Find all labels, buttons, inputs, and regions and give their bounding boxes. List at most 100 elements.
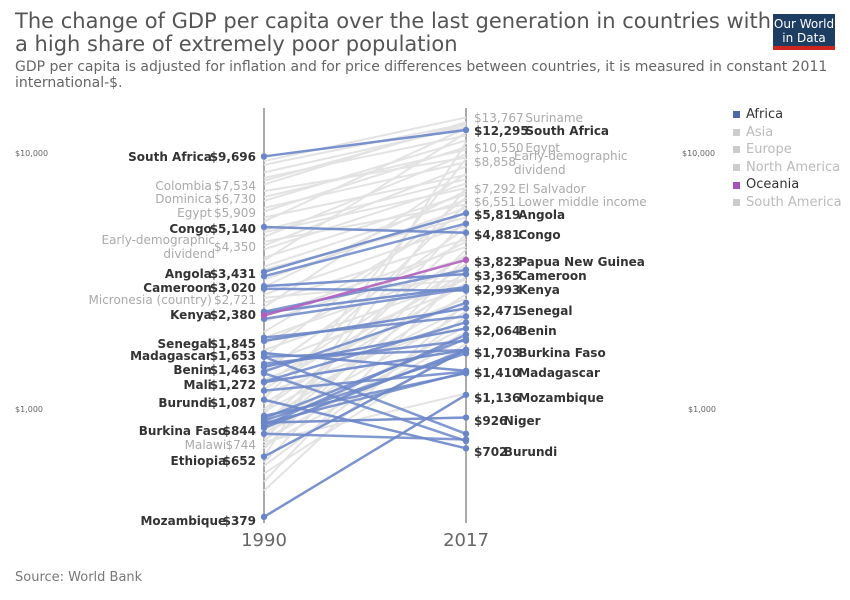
right-value-label: $5,819 [474, 208, 520, 222]
gray-series-line [263, 199, 467, 268]
legend-item[interactable]: Africa [733, 106, 842, 124]
africa-series-point [260, 387, 268, 394]
africa-series-line [263, 287, 467, 321]
series-point [462, 414, 470, 421]
series-line [263, 393, 467, 518]
right-name-label: Burkina Faso [518, 346, 606, 360]
legend-item[interactable]: Oceania [733, 176, 842, 194]
right-name-label: Kenya [518, 283, 560, 297]
left-name-label: Mozambique [140, 514, 226, 528]
series-point [462, 126, 470, 134]
right-name-label: Early-demographic [514, 149, 628, 163]
series-point [260, 424, 268, 432]
right-name-label: Niger [504, 414, 541, 428]
legend-label: North America [746, 159, 841, 175]
right-value-label: $1,703 [474, 346, 520, 360]
series-line [263, 416, 467, 424]
right-name-label: Cameroon [518, 269, 587, 283]
gray-series-line [263, 193, 467, 259]
series-point [462, 391, 470, 399]
gray-series-line [263, 127, 467, 223]
series-point [260, 282, 268, 290]
africa-series-point [462, 430, 470, 438]
series-point [462, 445, 470, 452]
right-value-label: $3,365 [474, 269, 520, 283]
left-name-label: Malawi [185, 438, 227, 452]
left-value-label: $844 [223, 424, 256, 438]
series-point [462, 270, 470, 278]
legend-item[interactable]: Asia [733, 124, 842, 142]
y-tick-label-left: $1,000 [15, 405, 43, 414]
gray-series-line [263, 269, 467, 483]
series-point [260, 153, 268, 160]
africa-series-line [263, 315, 467, 339]
series-point [260, 379, 268, 386]
left-value-label: $9,696 [210, 150, 256, 164]
gray-series-line [263, 240, 467, 345]
gray-series-line [263, 233, 467, 426]
right-value-label: $13,767 [474, 111, 524, 125]
series-line [263, 398, 467, 450]
series-line [263, 285, 467, 314]
right-value-label: $8,858 [474, 155, 516, 169]
series-point [260, 312, 268, 319]
right-value-label: $926 [474, 414, 507, 428]
left-value-label: $1,463 [210, 363, 256, 377]
series-line [263, 225, 467, 234]
right-name-label: Lower middle income [518, 195, 647, 209]
y-tick-label-right: $1,000 [688, 405, 716, 414]
left-value-label: $2,380 [210, 308, 256, 322]
africa-series-point [260, 369, 268, 377]
gray-series-line [263, 146, 467, 213]
x-tick-label: 2017 [443, 530, 489, 551]
series-line [263, 348, 467, 384]
series-point [462, 325, 470, 332]
y-tick-label-right: $10,000 [682, 149, 715, 158]
right-value-label: $7,292 [474, 182, 516, 196]
left-name-label: Madagascar [130, 349, 212, 363]
series-point [462, 229, 470, 236]
right-value-label: $2,471 [474, 304, 520, 318]
right-value-label: $6,551 [474, 195, 516, 209]
right-name-label: South Africa [525, 124, 609, 138]
gray-series-line [263, 178, 467, 232]
left-name-label: Ethiopia [171, 454, 227, 468]
x-tick-label: 1990 [241, 530, 287, 551]
africa-series-line [263, 321, 467, 383]
owid-logo[interactable]: Our World in Data [773, 14, 835, 50]
left-value-label: $6,730 [214, 192, 256, 206]
right-value-label: $10,550 [474, 141, 524, 155]
legend-swatch [733, 164, 740, 172]
series-point [260, 513, 268, 521]
gray-series-line [263, 131, 467, 262]
right-value-label: $3,823 [474, 255, 520, 269]
right-value-label: $1,410 [474, 366, 520, 380]
legend-item[interactable]: North America [733, 159, 842, 177]
right-name-label: Suriname [525, 111, 583, 125]
left-name-label: Cameroon [143, 281, 212, 295]
y-tick-label-left: $10,000 [15, 149, 48, 158]
legend-item[interactable]: Europe [733, 141, 842, 159]
right-name-label: Burundi [504, 445, 557, 459]
gray-series-line [263, 187, 467, 444]
africa-series-point [462, 299, 470, 306]
legend-item[interactable]: South America [733, 194, 842, 212]
left-value-label: $379 [223, 514, 256, 528]
africa-series-point [462, 436, 470, 443]
right-value-label: $2,993 [474, 283, 520, 297]
africa-series-point [260, 430, 268, 438]
series-point [260, 453, 268, 460]
left-value-label: $1,087 [210, 396, 256, 410]
series-line [263, 307, 467, 343]
series-point [260, 268, 268, 276]
left-name-label: Colombia [155, 179, 211, 193]
series-point [260, 223, 268, 231]
series-point [462, 209, 470, 217]
legend-swatch [733, 146, 740, 154]
africa-series-point [462, 220, 470, 227]
source-note: Source: World Bank [15, 570, 143, 585]
left-value-label: $1,272 [210, 378, 256, 392]
series-line [263, 258, 467, 317]
series-point [462, 305, 470, 312]
left-name-label: South Africa [128, 150, 212, 164]
